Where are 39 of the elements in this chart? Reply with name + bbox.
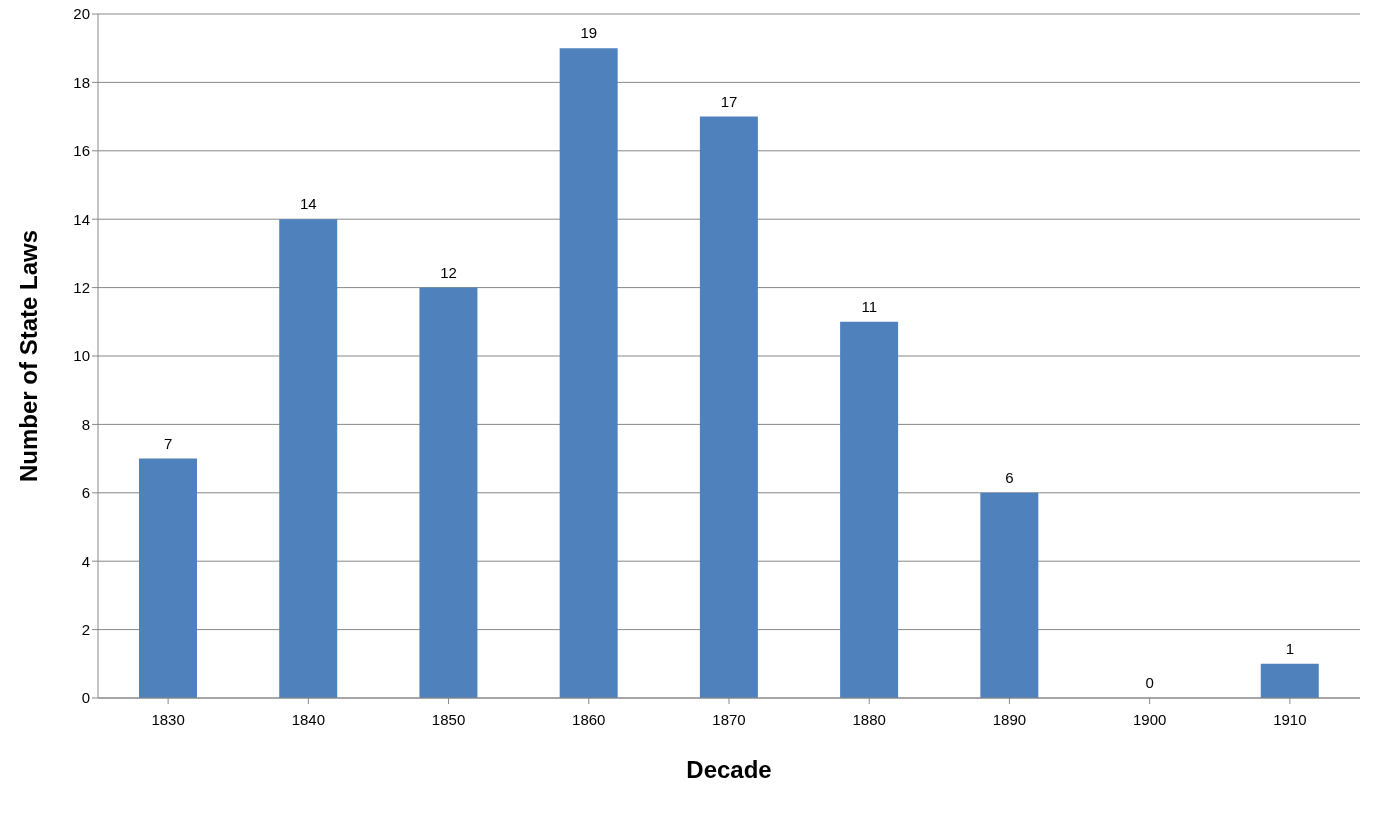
y-tick-label: 6 <box>81 484 90 502</box>
data-label: 17 <box>720 92 738 110</box>
bar <box>419 287 478 698</box>
y-tick-label: 14 <box>73 210 90 228</box>
y-tick-label: 4 <box>81 552 90 570</box>
x-tick-label: 1880 <box>852 710 886 728</box>
y-tick-label: 8 <box>81 415 90 433</box>
bar <box>279 219 338 698</box>
data-label: 12 <box>440 263 457 281</box>
x-axis-title: Decade <box>686 756 772 783</box>
x-tick-label: 1860 <box>572 710 606 728</box>
bar <box>139 458 197 698</box>
bar <box>559 48 618 698</box>
x-tick-label: 1890 <box>992 710 1027 728</box>
y-tick-label: 18 <box>73 73 90 91</box>
bar <box>840 321 899 698</box>
x-tick-label: 1850 <box>431 710 466 728</box>
x-tick-label: 1900 <box>1132 710 1167 728</box>
y-tick-label: 2 <box>81 620 90 638</box>
x-tick-label: 1840 <box>291 710 326 728</box>
y-tick-label: 0 <box>81 689 90 707</box>
y-tick-label: 10 <box>73 347 90 365</box>
data-label: 14 <box>299 195 317 213</box>
data-label: 6 <box>1005 468 1014 486</box>
x-tick-label: 1910 <box>1273 710 1307 728</box>
y-tick-label: 20 <box>73 5 90 23</box>
x-tick-label: 1830 <box>151 710 185 728</box>
x-tick-label: 1870 <box>712 710 746 728</box>
data-label: 11 <box>861 297 878 315</box>
y-tick-label: 12 <box>73 278 90 296</box>
y-tick-label: 16 <box>73 142 90 160</box>
bar <box>699 116 758 698</box>
y-axis-title: Number of State Laws <box>14 229 42 483</box>
data-label: 0 <box>1145 674 1154 691</box>
data-label: 7 <box>163 434 173 452</box>
data-label: 19 <box>580 24 598 42</box>
bar <box>980 492 1039 698</box>
data-label: 1 <box>1285 639 1295 657</box>
bar <box>1260 663 1319 698</box>
